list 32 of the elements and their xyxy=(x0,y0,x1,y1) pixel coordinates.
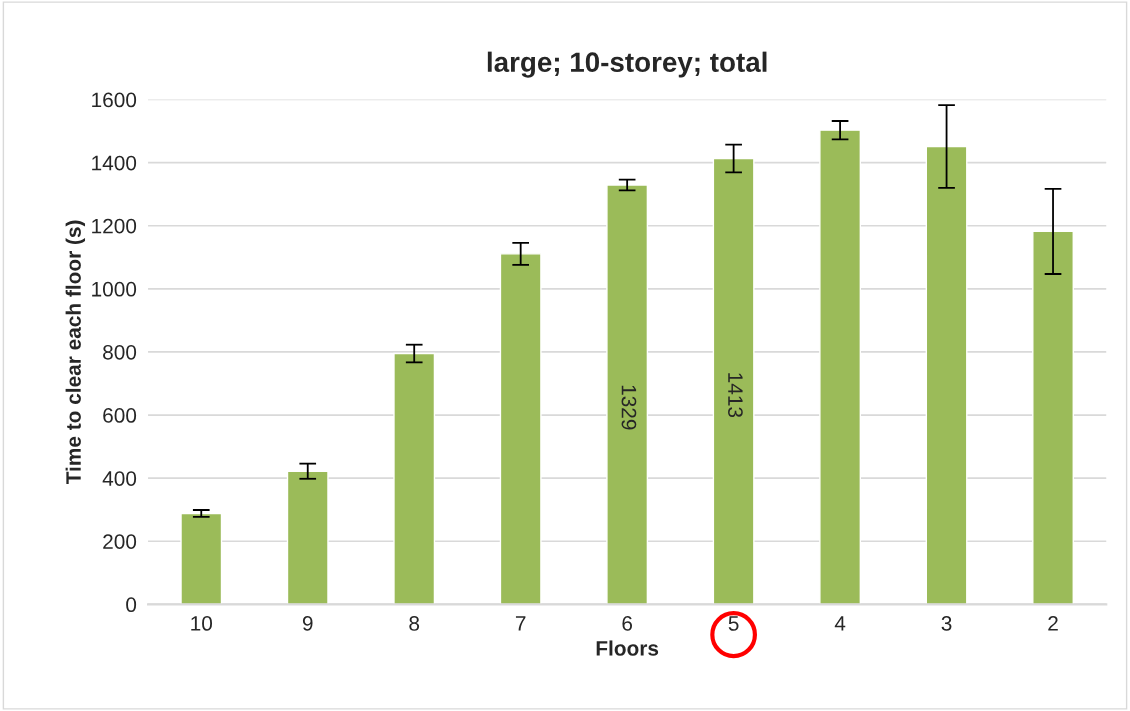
data-label: 1329 xyxy=(621,385,637,430)
bar xyxy=(606,184,649,605)
x-tick-label: 7 xyxy=(515,616,526,631)
y-tick-label: 1200 xyxy=(92,218,137,234)
bar xyxy=(819,129,862,605)
bar xyxy=(180,512,223,605)
bar xyxy=(286,470,329,605)
x-tick-label: 8 xyxy=(409,616,420,631)
bar xyxy=(499,253,542,605)
x-tick-label: 5 xyxy=(728,616,739,631)
y-tick-label: 1000 xyxy=(92,281,137,297)
x-tick-label: 3 xyxy=(941,616,952,631)
x-tick-label: 10 xyxy=(191,616,213,631)
y-tick-label: 200 xyxy=(103,534,137,549)
y-tick-label: 800 xyxy=(103,344,137,360)
x-tick-label: 2 xyxy=(1048,616,1058,631)
x-axis-title: Floors xyxy=(596,640,659,656)
y-tick-label: 600 xyxy=(103,408,137,423)
y-tick-label: 400 xyxy=(102,471,137,486)
bar xyxy=(925,145,968,605)
data-label: 1413 xyxy=(728,373,743,418)
bar xyxy=(393,352,436,605)
chart-title: large; 10-storey; total xyxy=(487,51,767,78)
y-tick-label: 0 xyxy=(126,597,137,613)
y-axis-title: Time to clear each floor (s) xyxy=(65,220,86,485)
bar xyxy=(712,157,755,605)
x-tick-label: 4 xyxy=(834,616,846,631)
x-tick-label: 9 xyxy=(302,616,313,631)
bar xyxy=(1032,230,1074,605)
y-tick-label: 1400 xyxy=(92,155,137,171)
y-tick-label: 1600 xyxy=(92,92,137,108)
x-tick-label: 6 xyxy=(622,616,633,631)
